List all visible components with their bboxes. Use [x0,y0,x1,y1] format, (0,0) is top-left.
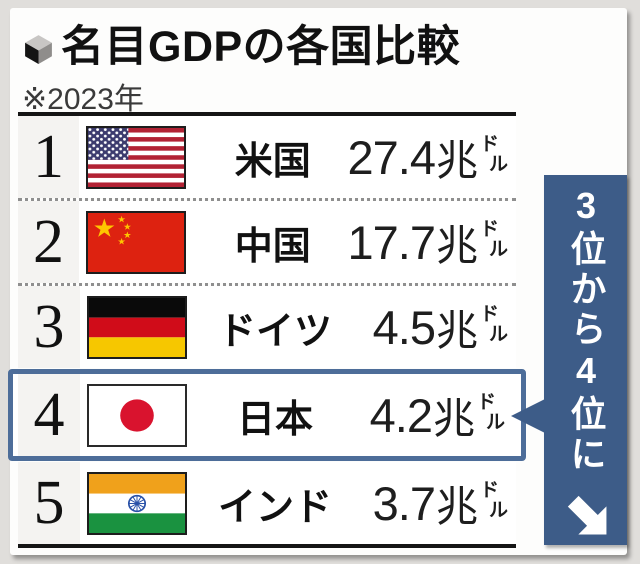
unit-dollar: ド ル [479,219,508,260]
table-row-germany: 3 ドイツ 4.5 兆 ド ル [18,286,516,368]
germany-flag [87,295,187,359]
gdp-amount: 4.2 [369,388,433,442]
country-name: 米国 [234,140,311,183]
table-row-india: 5 インド 3.7 兆 ド [18,462,516,544]
gdp-value: 27.4 兆 ド ル [347,127,508,188]
gdp-value: 3.7 兆 ド ル [373,473,508,534]
india-flag [87,471,187,535]
cube-icon [25,35,52,65]
rank-number: 3 [18,286,80,368]
gdp-amount: 27.4 [347,130,435,184]
unit-dollar: ド ル [479,480,508,521]
country-name: 中国 [234,225,311,268]
table-row-china: 2 中国 17.7 兆 ド ル [18,201,516,283]
unit-trillion: 兆 [435,221,478,269]
gdp-amount: 4.5 [372,300,436,354]
gdp-amount: 3.7 [372,476,436,530]
gdp-amount: 17.7 [347,215,435,269]
gdp-value: 17.7 兆 ド ル [347,212,508,273]
arrow-down-right-icon [567,495,606,535]
gdp-ranking-table: 1 米国 27.4 兆 ド ル [8,112,526,548]
unit-trillion: 兆 [435,136,478,184]
rank-number: 1 [18,116,79,198]
gdp-value: 4.5 兆 ド ル [373,297,508,358]
infographic-card: 名目GDPの各国比較 ※2023年 1 米国 27.4 兆 [8,8,627,555]
table-row-usa: 1 米国 27.4 兆 ド ル [18,116,516,198]
gdp-value: 4.2 兆 ド ル [370,385,505,446]
callout-pointer-triangle [511,399,545,433]
japan-flag [87,383,187,447]
rank-number: 5 [18,462,80,544]
china-flag [85,210,186,274]
table-row-japan-highlighted: 4 日本 4.2 兆 ド ル [8,369,526,461]
unit-trillion: 兆 [435,482,478,530]
dotted-divider [18,198,516,201]
country-name: 日本 [236,398,313,441]
unit-trillion: 兆 [432,394,475,442]
usa-flag [85,125,186,189]
country-name: インド [217,486,332,529]
table-bottom-rule [18,544,516,548]
rank-change-label: 3位から4位に [565,185,607,475]
header: 名目GDPの各国比較 [22,23,461,71]
page-title: 名目GDPの各国比較 [61,23,461,71]
dotted-divider [18,283,516,286]
year-note: ※2023年 [22,83,144,116]
country-name: ドイツ [217,310,332,353]
unit-dollar: ド ル [476,392,505,433]
rank-change-callout: 3位から4位に [544,175,627,545]
unit-dollar: ド ル [479,134,508,175]
rank-number: 2 [18,201,79,283]
rank-number: 4 [18,374,80,456]
unit-trillion: 兆 [435,306,478,354]
unit-dollar: ド ル [479,304,508,345]
